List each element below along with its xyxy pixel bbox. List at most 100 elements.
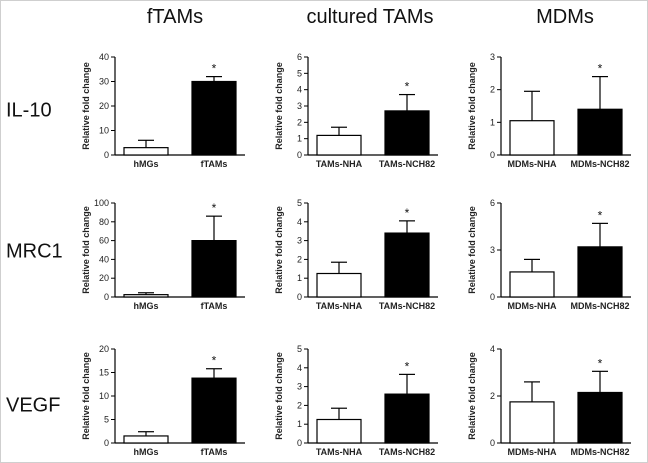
panel-vegf-cultured-tams: 0 1 2 3 4 5 Relative fold change TAMs-NHA * TAMs-… [274, 344, 438, 457]
column-title-mdms: MDMs [536, 6, 594, 28]
significance-marker: * [405, 206, 410, 220]
bar-mdms-nch82 [577, 391, 623, 444]
y-tick-label: 20 [99, 101, 109, 111]
y-tick-label: 0 [297, 438, 302, 448]
category-label: MDMs-NCH82 [570, 159, 629, 169]
bar-tams-nha [316, 134, 362, 156]
y-tick-label: 0 [104, 292, 109, 302]
category-label: fTAMs [201, 301, 228, 311]
significance-marker: * [598, 356, 603, 370]
panel-il-10-cultured-tams: 0 1 2 3 4 5 6 Relative fold change TAMs-NHA * TAMs… [274, 52, 438, 169]
category-label: fTAMs [201, 447, 228, 457]
bar-mdms-nha [509, 401, 555, 444]
category-label: hMGs [133, 301, 158, 311]
y-axis-label: Relative fold change [81, 62, 91, 150]
y-tick-label: 3 [297, 101, 302, 111]
y-tick-label: 0 [297, 150, 302, 160]
y-tick-label: 4 [297, 85, 302, 95]
row-title-il10: IL-10 [6, 99, 52, 122]
y-axis-label: Relative fold change [81, 352, 91, 440]
bar-tams-nha [316, 418, 362, 444]
y-tick-label: 6 [490, 198, 495, 208]
y-axis-label: Relative fold change [467, 62, 477, 150]
y-tick-label: 60 [99, 236, 109, 246]
y-tick-label: 100 [94, 198, 109, 208]
y-axis-label: Relative fold change [467, 206, 477, 294]
y-tick-label: 10 [99, 391, 109, 401]
y-tick-label: 0 [490, 150, 495, 160]
y-tick-label: 3 [490, 52, 495, 62]
category-label: TAMs-NHA [316, 301, 363, 311]
significance-marker: * [405, 80, 410, 94]
panel-mrc1-mdms: 0 3 6 Relative fold change MDMs-NHA * MDMs-NCH… [467, 198, 631, 311]
y-axis-label: Relative fold change [81, 206, 91, 294]
y-tick-label: 40 [99, 52, 109, 62]
row-title-vegf: VEGF [6, 394, 61, 417]
significance-marker: * [212, 62, 217, 76]
y-tick-label: 0 [490, 292, 495, 302]
category-label: TAMs-NCH82 [379, 447, 435, 457]
category-label: TAMs-NCH82 [379, 301, 435, 311]
bar-mdms-nha [509, 120, 555, 156]
bar-tams-nha [316, 272, 362, 298]
y-tick-label: 4 [490, 344, 495, 354]
y-axis-label: Relative fold change [467, 352, 477, 440]
y-tick-label: 3 [297, 382, 302, 392]
y-tick-label: 5 [297, 344, 302, 354]
column-title-cultured-tams: cultured TAMs [306, 6, 434, 28]
y-tick-label: 1 [297, 273, 302, 283]
bar-ftams [191, 240, 237, 298]
y-axis-label: Relative fold change [274, 62, 284, 150]
y-tick-label: 1 [297, 419, 302, 429]
y-tick-label: 2 [490, 391, 495, 401]
y-tick-label: 40 [99, 254, 109, 264]
significance-marker: * [212, 354, 217, 368]
y-axis-label: Relative fold change [274, 352, 284, 440]
y-tick-label: 4 [297, 363, 302, 373]
y-tick-label: 1 [490, 117, 495, 127]
category-label: TAMs-NCH82 [379, 159, 435, 169]
panel-vegf-mdms: 0 2 4 Relative fold change MDMs-NHA * MDMs-NCH… [467, 344, 631, 457]
category-label: MDMs-NHA [508, 159, 557, 169]
bar-tams-nch82 [384, 232, 430, 298]
y-tick-label: 2 [490, 85, 495, 95]
y-axis-label: Relative fold change [274, 206, 284, 294]
y-tick-label: 3 [297, 236, 302, 246]
bar-tams-nch82 [384, 393, 430, 444]
significance-marker: * [598, 208, 603, 222]
y-tick-label: 4 [297, 217, 302, 227]
y-tick-label: 20 [99, 344, 109, 354]
y-tick-label: 5 [104, 415, 109, 425]
category-label: MDMs-NCH82 [570, 301, 629, 311]
bar-tams-nch82 [384, 110, 430, 156]
row-title-mrc1: MRC1 [6, 240, 63, 263]
category-label: fTAMs [201, 159, 228, 169]
y-tick-label: 6 [297, 52, 302, 62]
y-tick-label: 2 [297, 117, 302, 127]
y-tick-label: 0 [490, 438, 495, 448]
y-tick-label: 0 [297, 292, 302, 302]
column-title-ftams: fTAMs [146, 6, 204, 28]
bar-hmgs [123, 294, 169, 298]
category-label: MDMs-NHA [508, 301, 557, 311]
category-label: TAMs-NHA [316, 159, 363, 169]
panel-vegf-ftams: 0 5 10 15 20 Relative fold change hMGs * fTAMs [81, 344, 245, 457]
category-label: hMGs [133, 447, 158, 457]
significance-marker: * [405, 359, 410, 373]
bar-ftams [191, 377, 237, 444]
bar-ftams [191, 80, 237, 156]
y-tick-label: 80 [99, 217, 109, 227]
bar-mdms-nch82 [577, 246, 623, 298]
y-tick-label: 5 [297, 68, 302, 78]
y-tick-label: 20 [99, 273, 109, 283]
significance-marker: * [598, 62, 603, 76]
y-tick-label: 0 [104, 150, 109, 160]
category-label: MDMs-NCH82 [570, 447, 629, 457]
y-tick-label: 15 [99, 368, 109, 378]
panel-il-10-ftams: 0 10 20 30 40 Relative fold change hMGs * fTAMs [81, 52, 245, 169]
bar-hmgs [123, 435, 169, 444]
bar-mdms-nch82 [577, 108, 623, 156]
category-label: hMGs [133, 159, 158, 169]
